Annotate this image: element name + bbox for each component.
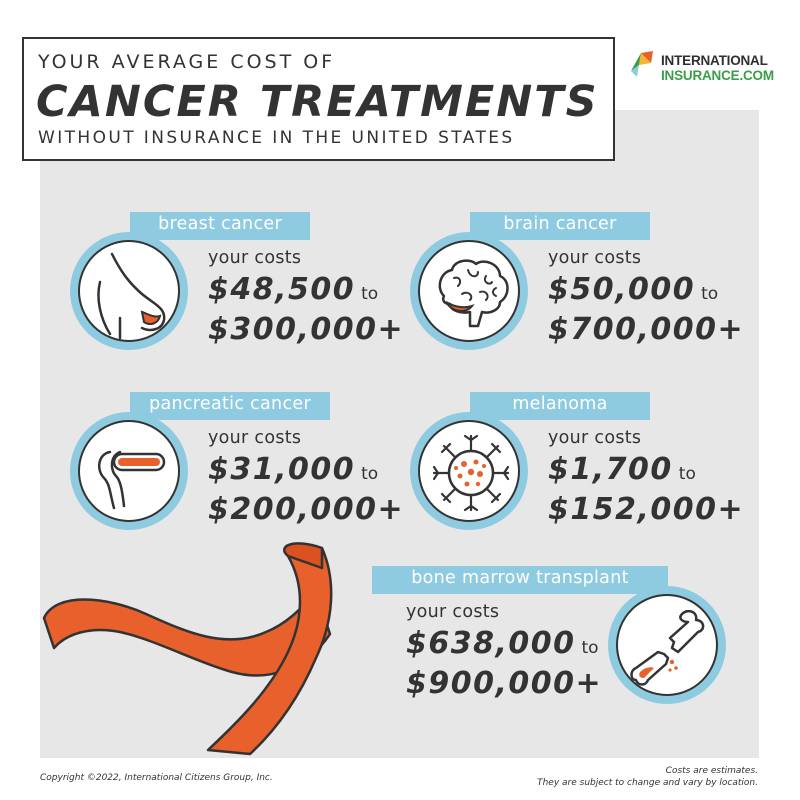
your-costs-label: your costs: [208, 428, 302, 448]
card-pancreatic-cancer: pancreatic cancer your costs $31,000 to $…: [70, 392, 410, 537]
card-label-band: pancreatic cancer: [130, 392, 330, 420]
to-word: to: [701, 284, 719, 304]
title-box: YOUR AVERAGE COST OF CANCER TREATMENTS W…: [22, 37, 615, 161]
title-line-1: YOUR AVERAGE COST OF: [38, 51, 336, 73]
cost-high: $300,000+: [208, 312, 405, 347]
cost-high: $152,000+: [548, 492, 745, 527]
to-word: to: [361, 284, 379, 304]
to-word: to: [678, 464, 696, 484]
card-bone-marrow-transplant: bone marrow transplant your costs $638,0…: [372, 566, 750, 711]
cost-low: $50,000 to: [548, 272, 718, 307]
card-label: brain cancer: [503, 214, 617, 234]
international-insurance-logo-mark-icon: [631, 51, 653, 77]
card-melanoma: melanoma: [410, 392, 750, 537]
cost-low-value: $48,500: [208, 272, 356, 307]
card-label-band: breast cancer: [130, 212, 310, 240]
cost-high: $900,000+: [406, 666, 603, 701]
cost-low-value: $1,700: [548, 452, 673, 487]
cost-low: $638,000 to: [406, 626, 599, 661]
pancreas-icon: [97, 450, 166, 510]
card-label-band: brain cancer: [470, 212, 650, 240]
your-costs-label: your costs: [208, 248, 302, 268]
title-line-3: WITHOUT INSURANCE IN THE UNITED STATES: [38, 128, 515, 148]
cost-low: $48,500 to: [208, 272, 378, 307]
disclaimer-line-1: Costs are estimates.: [665, 766, 758, 776]
your-costs-label: your costs: [548, 428, 642, 448]
to-word: to: [361, 464, 379, 484]
cost-high: $200,000+: [208, 492, 405, 527]
card-label: bone marrow transplant: [411, 568, 629, 588]
brain-icon: [438, 259, 509, 328]
card-label: melanoma: [512, 394, 608, 414]
to-word: to: [581, 638, 599, 658]
card-brain-cancer: brain cancer your costs $50,000 to $700,0…: [410, 212, 750, 357]
icon-circle: [410, 232, 528, 350]
awareness-ribbon-icon: [42, 542, 333, 756]
page-title: CANCER TREATMENTS: [36, 77, 599, 127]
disclaimer-line-2: They are subject to change and vary by l…: [537, 778, 758, 788]
cost-low-value: $638,000: [406, 626, 576, 661]
broken-bone-icon: [630, 609, 705, 686]
disclaimer-note: Costs are estimates. They are subject to…: [537, 765, 758, 789]
breast-icon: [97, 252, 166, 340]
cost-low: $31,000 to: [208, 452, 378, 487]
cost-low: $1,700 to: [548, 452, 696, 487]
logo: INTERNATIONAL INSURANCE.COM: [627, 47, 777, 87]
card-label-band: melanoma: [470, 392, 650, 420]
cancer-cell-icon: [432, 434, 510, 512]
cost-high: $700,000+: [548, 312, 745, 347]
your-costs-label: your costs: [548, 248, 642, 268]
icon-circle: [608, 586, 726, 704]
card-label: pancreatic cancer: [149, 394, 311, 414]
icon-circle: [70, 232, 188, 350]
card-label-band: bone marrow transplant: [372, 566, 668, 594]
copyright-text: Copyright ©2022, International Citizens …: [40, 773, 273, 783]
card-label: breast cancer: [158, 214, 282, 234]
icon-circle: [70, 412, 188, 530]
logo-text-line-2: INSURANCE.COM: [661, 68, 774, 83]
logo-text-line-1: INTERNATIONAL: [661, 53, 768, 68]
cost-low-value: $50,000: [548, 272, 696, 307]
icon-circle: [410, 412, 528, 530]
your-costs-label: your costs: [406, 602, 500, 622]
card-breast-cancer: breast cancer your costs $48,500 to $300,…: [70, 212, 410, 357]
cost-low-value: $31,000: [208, 452, 356, 487]
